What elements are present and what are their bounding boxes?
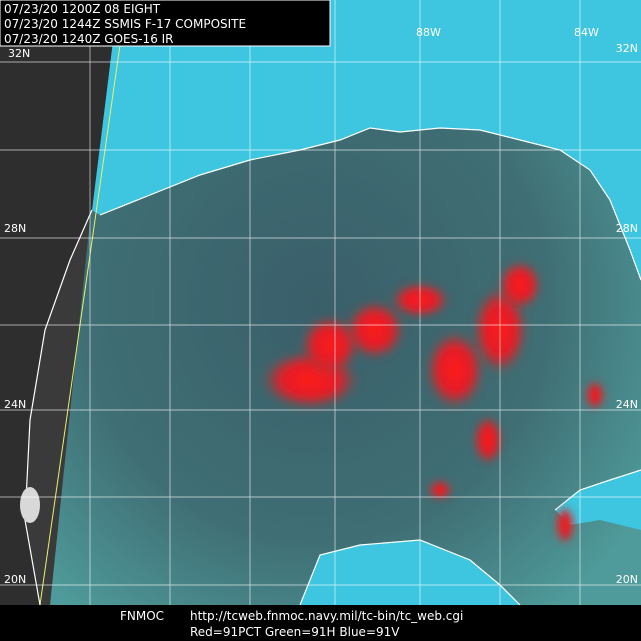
convection [260, 260, 605, 545]
lat-label: 24N [616, 398, 638, 411]
lon-label: 88W [416, 26, 441, 39]
footer-url: http://tcweb.fnmoc.navy.mil/tc-bin/tc_we… [190, 609, 463, 623]
header-line: 07/23/20 1244Z SSMIS F-17 COMPOSITE [4, 17, 246, 31]
lon-label: 84W [574, 26, 599, 39]
lat-label: 28N [616, 222, 638, 235]
header-box [0, 0, 331, 47]
footer-box [0, 605, 641, 641]
cloud [20, 487, 40, 523]
lat-label: 32N [616, 42, 638, 55]
lat-label: 28N [4, 222, 26, 235]
land-yucatan [300, 540, 520, 605]
lat-label: 20N [4, 573, 26, 586]
lat-label: 24N [4, 398, 26, 411]
header-line: 07/23/20 1200Z 08 EIGHT [4, 2, 161, 16]
header-line: 07/23/20 1240Z GOES-16 IR [4, 32, 174, 46]
coastline [24, 209, 93, 606]
land-north [92, 0, 641, 280]
land-cuba [555, 470, 641, 530]
footer-channels: Red=91PCT Green=91H Blue=91V [190, 625, 400, 639]
footer-source: FNMOC [120, 609, 164, 623]
lat-label: 20N [616, 573, 638, 586]
land-mexico [0, 0, 118, 605]
grid [0, 0, 641, 605]
lat-label: 32N [8, 47, 30, 60]
